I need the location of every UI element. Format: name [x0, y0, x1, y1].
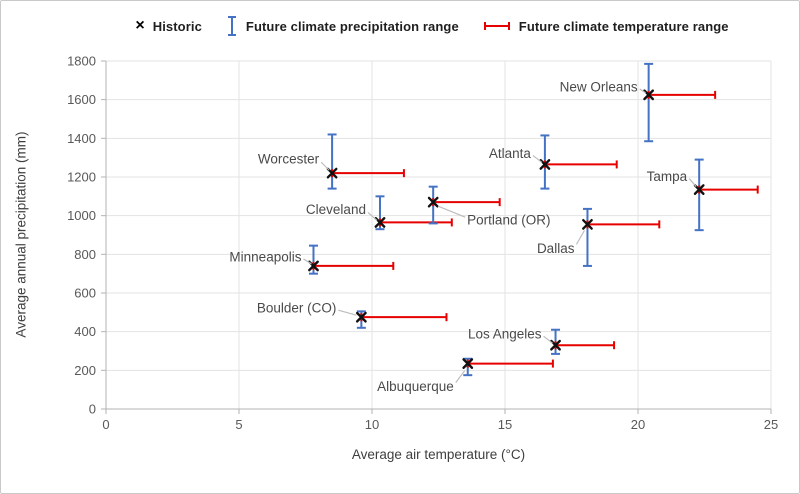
svg-text:10: 10	[365, 417, 379, 432]
city-boulder-co: Boulder (CO)	[257, 301, 448, 329]
city-tampa: Tampa	[647, 158, 759, 232]
city-label: Worcester	[258, 152, 320, 167]
city-label: Cleveland	[306, 202, 366, 217]
city-minneapolis: Minneapolis	[229, 244, 395, 275]
svg-text:1200: 1200	[67, 170, 96, 185]
historic-marker	[326, 167, 338, 179]
temp-range-bar	[378, 218, 453, 227]
y-tick-labels: 0 200 400 600 800 1000 1200 1400 1600 1800	[67, 54, 96, 417]
svg-text:0: 0	[102, 417, 109, 432]
leader-line	[532, 154, 543, 163]
leader-line	[688, 178, 697, 187]
temp-range-bar	[698, 185, 759, 194]
temp-range-bar	[543, 160, 618, 169]
temp-range-bar	[432, 198, 501, 207]
svg-text:400: 400	[74, 324, 96, 339]
legend-label-historic: Historic	[152, 18, 202, 34]
legend-item-historic: × Historic	[135, 18, 202, 34]
svg-text:1000: 1000	[67, 208, 96, 223]
city-new-orleans: New Orleans	[560, 62, 717, 143]
legend-item-temp-range: Future climate temperature range	[483, 19, 729, 34]
temp-range-icon	[483, 22, 510, 30]
historic-marker	[643, 89, 655, 101]
precip-range-bar	[327, 133, 337, 190]
temp-range-bar	[360, 313, 448, 322]
city-label: Atlanta	[489, 146, 532, 161]
x-tick-labels: 0 5 10 15 20 25	[102, 417, 778, 432]
svg-text:600: 600	[74, 286, 96, 301]
svg-text:15: 15	[498, 417, 512, 432]
city-dallas: Dallas	[537, 207, 661, 267]
x-axis-title: Average air temperature (°C)	[351, 447, 526, 462]
svg-text:20: 20	[631, 417, 645, 432]
leader-line	[303, 258, 312, 265]
city-label: Portland (OR)	[467, 213, 550, 228]
city-label: Albuquerque	[377, 379, 454, 394]
y-axis	[101, 60, 107, 410]
leader-line	[455, 370, 466, 383]
temp-range-bar	[312, 261, 395, 270]
precip-range-bar	[582, 207, 592, 267]
svg-text:1800: 1800	[67, 54, 96, 69]
legend-label-temp-range: Future climate temperature range	[518, 18, 729, 34]
svg-text:800: 800	[74, 247, 96, 262]
historic-marker	[355, 311, 367, 323]
precip-range-bar	[694, 158, 704, 232]
svg-text:5: 5	[235, 417, 242, 432]
gridlines	[106, 60, 772, 409]
svg-text:1600: 1600	[67, 92, 96, 107]
historic-marker-icon: ×	[135, 17, 145, 34]
leader-line	[320, 161, 330, 171]
leader-line	[437, 205, 466, 218]
y-axis-title: Average annual precipitation (mm)	[13, 131, 29, 338]
precip-range-bar	[644, 62, 654, 143]
historic-marker	[550, 339, 561, 351]
leader-line	[575, 230, 585, 245]
historic-marker	[539, 159, 551, 170]
legend-label-precip-range: Future climate precipitation range	[245, 18, 459, 34]
historic-marker	[693, 184, 705, 195]
city-label: Minneapolis	[229, 249, 301, 264]
city-label: Boulder (CO)	[257, 301, 337, 316]
svg-text:200: 200	[74, 363, 96, 378]
svg-text:25: 25	[764, 417, 778, 432]
temp-range-bar	[554, 341, 616, 350]
precip-range-icon	[227, 16, 236, 36]
historic-marker	[374, 217, 386, 228]
x-axis	[105, 408, 772, 414]
leader-line	[338, 309, 357, 316]
city-label: Dallas	[537, 241, 575, 256]
city-label: New Orleans	[560, 79, 638, 94]
historic-marker	[462, 358, 474, 369]
city-portland-or: Portland (OR)	[427, 185, 550, 228]
legend-item-precip-range: Future climate precipitation range	[226, 15, 459, 37]
leader-line	[367, 211, 378, 221]
city-worcester: Worcester	[258, 133, 405, 190]
temp-range-bar	[647, 90, 717, 99]
svg-text:1400: 1400	[67, 131, 96, 146]
city-atlanta: Atlanta	[489, 134, 618, 190]
historic-marker	[582, 218, 593, 230]
leader-line	[543, 335, 553, 344]
city-albuquerque: Albuquerque	[377, 357, 554, 394]
temp-range-bar	[331, 169, 405, 178]
city-cleveland: Cleveland	[306, 195, 453, 231]
temp-range-bar	[586, 220, 661, 229]
city-label: Tampa	[647, 169, 688, 184]
leader-line	[639, 88, 646, 94]
svg-text:0: 0	[89, 402, 96, 417]
historic-marker	[427, 196, 439, 208]
temp-range-bar	[466, 359, 554, 368]
city-los-angeles: Los Angeles	[468, 327, 616, 355]
city-label: Los Angeles	[468, 327, 542, 342]
chart-legend: × Historic Future climate precipitation …	[33, 15, 799, 37]
